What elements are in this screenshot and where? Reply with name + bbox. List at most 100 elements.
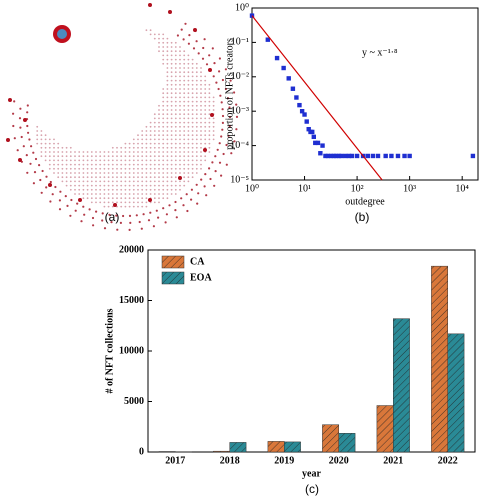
node (191, 121, 194, 124)
node (153, 159, 156, 162)
node (153, 121, 156, 124)
node (26, 124, 29, 128)
node (225, 163, 228, 166)
node (218, 70, 221, 73)
node (124, 197, 127, 200)
node (137, 138, 139, 141)
node (153, 125, 156, 128)
node (48, 146, 51, 149)
node (228, 125, 231, 128)
node (107, 188, 110, 191)
node (124, 172, 127, 174)
node (153, 142, 156, 145)
scatter-point (281, 65, 286, 71)
node (90, 197, 93, 200)
node (65, 163, 68, 166)
node (209, 177, 212, 181)
node (187, 180, 190, 183)
scatter-point (311, 134, 316, 140)
node (82, 151, 85, 153)
node (38, 164, 41, 167)
node (174, 146, 177, 149)
node (195, 100, 198, 103)
node (107, 159, 110, 162)
legend-swatch (161, 255, 185, 269)
node (233, 91, 236, 94)
node (45, 186, 48, 189)
node (36, 134, 39, 137)
node (86, 151, 89, 153)
legend-swatch (161, 271, 185, 285)
node (162, 113, 165, 116)
node (170, 188, 173, 191)
node (158, 130, 160, 132)
node (170, 130, 173, 132)
node (145, 29, 148, 32)
node (179, 125, 181, 128)
node (204, 100, 207, 103)
y-tick-label: 10⁻⁵ (230, 174, 249, 185)
node (203, 38, 206, 41)
node (153, 163, 156, 166)
node (153, 117, 156, 120)
node (224, 68, 227, 71)
node (70, 198, 73, 202)
node (124, 167, 127, 170)
node (124, 201, 127, 204)
node (90, 176, 93, 179)
node (113, 203, 117, 207)
scatter-point (313, 140, 318, 146)
node (44, 138, 47, 141)
node (116, 159, 118, 162)
node (53, 163, 55, 166)
node (111, 193, 114, 195)
node (212, 130, 215, 132)
node (149, 180, 152, 183)
scatter-point (339, 153, 344, 159)
node (195, 40, 198, 43)
node (195, 121, 198, 124)
node (116, 201, 118, 204)
node (111, 197, 114, 200)
scatter-point (328, 153, 334, 159)
legend-label: EOA (190, 272, 212, 283)
node (174, 209, 177, 212)
node (145, 163, 148, 166)
node (158, 113, 160, 116)
node (195, 155, 198, 158)
node (153, 188, 156, 191)
node (195, 71, 198, 74)
node (57, 172, 60, 174)
node (203, 148, 207, 152)
node (107, 176, 110, 179)
scatter-point (323, 153, 328, 159)
network-graph (6, 3, 239, 231)
node (183, 100, 186, 103)
node (124, 155, 127, 158)
node (187, 138, 190, 141)
x-tick-label: 10³ (403, 183, 416, 194)
node (69, 146, 72, 149)
node (111, 180, 114, 183)
node (195, 125, 198, 128)
node (86, 180, 89, 183)
node (174, 62, 177, 65)
node (204, 113, 207, 116)
bar (229, 442, 247, 453)
node (128, 193, 131, 195)
node (78, 184, 81, 187)
node (224, 87, 227, 91)
node (116, 151, 118, 153)
x-tick-label: 2022 (438, 455, 458, 466)
node (191, 125, 194, 128)
node (200, 163, 202, 166)
node (145, 180, 148, 183)
node (149, 211, 152, 214)
node (162, 188, 165, 191)
node (180, 28, 183, 31)
x-tick-label: 2020 (329, 455, 349, 466)
node (82, 184, 85, 187)
node (34, 157, 38, 161)
node (44, 134, 47, 137)
node (166, 67, 169, 69)
